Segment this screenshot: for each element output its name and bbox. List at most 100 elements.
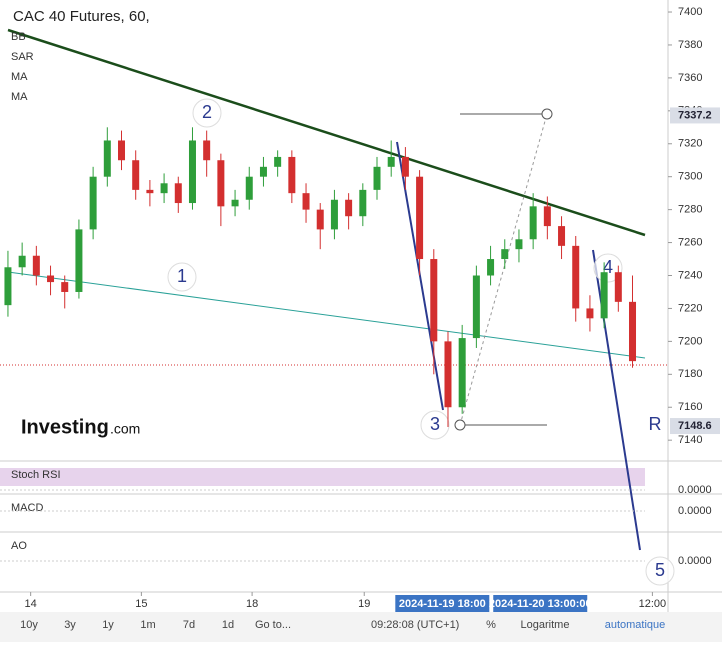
candle-body [274, 156, 282, 167]
panel-name: Stoch RSI [11, 469, 61, 481]
price-marker [670, 107, 720, 124]
candle-body [188, 140, 196, 204]
candle-body [416, 176, 424, 260]
annotation-label: 5 [655, 560, 665, 580]
logo-suffix: .com [110, 421, 140, 437]
crosshair-box [493, 595, 588, 612]
candle-body [458, 338, 466, 408]
annotation-label: 2 [202, 102, 212, 122]
candle-body [75, 229, 83, 292]
candle-body [586, 308, 594, 319]
y-tick-label: 7240 [678, 269, 702, 281]
range-button[interactable]: 1m [140, 619, 155, 631]
price-marker-label: 7148.6 [678, 420, 712, 432]
candle-body [600, 272, 608, 319]
candle-body [629, 301, 637, 362]
crosshair-box [395, 595, 490, 612]
candle-body [259, 166, 267, 177]
candle-body [487, 259, 495, 276]
candle-body [430, 259, 438, 342]
y-tick-label: 7200 [678, 335, 702, 347]
y-tick-label: 7160 [678, 401, 702, 413]
candle-body [515, 239, 523, 250]
x-tick-label: 14 [25, 598, 37, 610]
candle-body [47, 275, 55, 283]
y-tick-label: 7300 [678, 171, 702, 183]
candle-body [543, 206, 551, 227]
candle-body [103, 140, 111, 177]
x-tick-label: 19 [358, 598, 370, 610]
candle-body [614, 272, 622, 302]
y-tick-label: 7140 [678, 434, 702, 446]
x-tick-label: 15 [135, 598, 147, 610]
annotation-label: 3 [430, 414, 440, 434]
candle-body [444, 341, 452, 408]
range-button[interactable]: 3y [64, 619, 76, 631]
option-button[interactable]: % [486, 619, 496, 631]
arrow [396, 141, 444, 411]
candle-body [558, 226, 566, 246]
candle-body [302, 193, 310, 210]
handle[interactable] [454, 419, 466, 431]
candle-body [330, 199, 338, 230]
option-button[interactable]: Logaritme [521, 619, 570, 631]
y-tick-label: 7260 [678, 236, 702, 248]
candle-body [160, 183, 168, 194]
candle-body [373, 166, 381, 190]
range-button[interactable]: 7d [183, 619, 195, 631]
y-tick-label: 7360 [678, 72, 702, 84]
panel-name: MACD [11, 502, 43, 514]
candle-body [174, 183, 182, 204]
toolbar [0, 612, 722, 642]
crosshair-label: 2024-11-20 13:00:00 [489, 598, 592, 610]
indicator-label: BB [11, 31, 26, 43]
y-tick-label: 7280 [678, 204, 702, 216]
candle-body [61, 282, 69, 292]
range-button[interactable]: 1d [222, 619, 234, 631]
range-button[interactable]: Go to... [255, 619, 291, 631]
candle-body [231, 199, 239, 207]
indicator-label: MA [11, 71, 28, 83]
candle-body [32, 255, 40, 276]
trend-line [7, 28, 646, 237]
range-button[interactable]: 10y [20, 619, 38, 631]
panel-tick-label: 0.0000 [678, 555, 712, 567]
candle-body [245, 176, 253, 200]
logo: Investing [21, 416, 109, 438]
candle-body [146, 189, 154, 194]
handle[interactable] [541, 108, 553, 120]
indicator-label: MA [11, 91, 28, 103]
panel-tick-label: 0.0000 [678, 505, 712, 517]
y-tick-label: 7400 [678, 6, 702, 18]
x-tick-label: 12:00 [639, 598, 667, 610]
annotation-label: R [649, 414, 662, 434]
trend-line [7, 271, 646, 359]
candle-body [217, 160, 225, 207]
candle-body [359, 189, 367, 217]
candle-body [4, 267, 12, 306]
x-tick-label: 18 [246, 598, 258, 610]
candle-body [572, 245, 580, 309]
candle-body [132, 160, 140, 190]
option-button[interactable]: automatique [605, 619, 666, 631]
candle-body [288, 156, 296, 194]
y-tick-label: 7380 [678, 39, 702, 51]
candle-body [387, 156, 395, 167]
range-button[interactable]: 1y [102, 619, 114, 631]
crosshair-label: 2024-11-19 18:00 [399, 598, 486, 610]
panel-tick-label: 0.0000 [678, 484, 712, 496]
candle-body [89, 176, 97, 230]
annotation-circle [420, 410, 450, 440]
annotation-label: 4 [603, 257, 613, 277]
clock: 09:28:08 (UTC+1) [371, 619, 459, 631]
candle-body [18, 255, 26, 268]
candle-body [118, 140, 126, 161]
indicator-label: SAR [11, 51, 34, 63]
y-tick-label: 7320 [678, 138, 702, 150]
candle-body [203, 140, 211, 161]
annotation-circle [645, 556, 675, 586]
candle-body [401, 156, 409, 177]
panel-name: AO [11, 540, 27, 552]
price-marker-label: 7337.2 [678, 109, 712, 121]
